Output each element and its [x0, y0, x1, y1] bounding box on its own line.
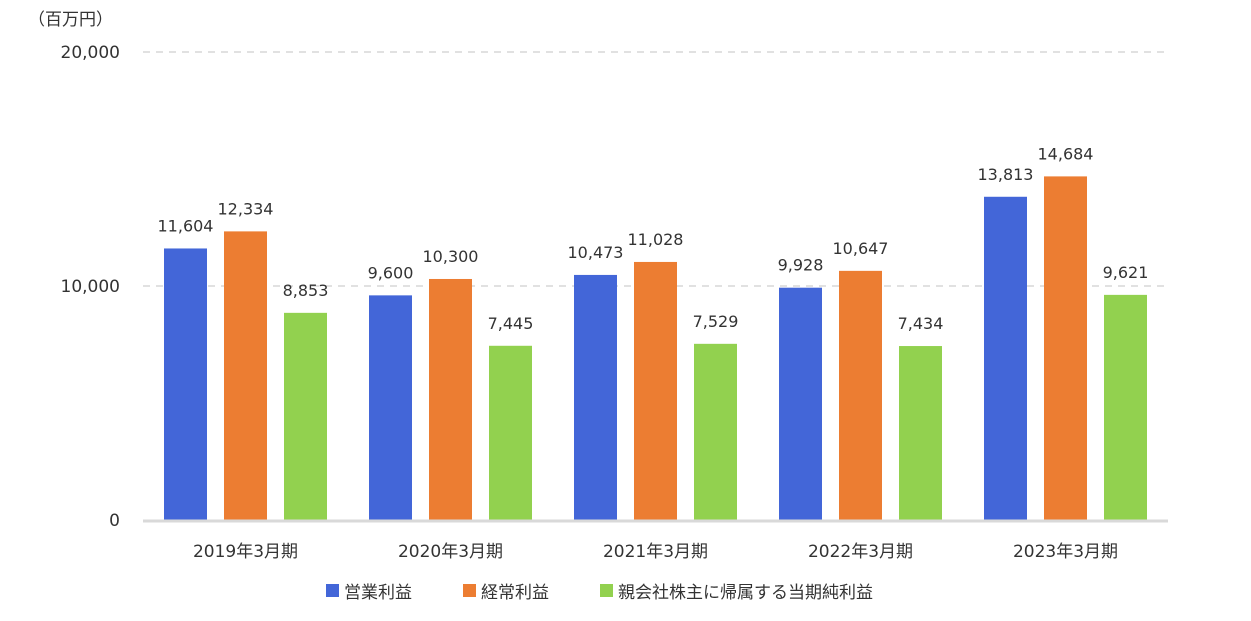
x-tick-label: 2022年3月期 — [808, 542, 913, 562]
bar — [489, 345, 532, 520]
x-tick-label: 2021年3月期 — [603, 542, 708, 562]
data-label-layer: 11,60412,3348,8539,60010,3007,44510,4731… — [158, 144, 1149, 333]
data-label: 10,300 — [423, 247, 479, 266]
data-label: 9,621 — [1103, 263, 1149, 282]
bar — [284, 312, 327, 520]
legend-swatch — [463, 584, 476, 597]
bar — [1104, 294, 1147, 520]
y-tick-label: 20,000 — [61, 43, 120, 63]
data-label: 11,028 — [628, 230, 684, 249]
data-label: 10,473 — [568, 243, 624, 262]
legend-swatch — [326, 584, 339, 597]
data-label: 10,647 — [833, 239, 889, 258]
legend-swatch — [600, 584, 613, 597]
bar — [369, 295, 412, 520]
data-label: 7,434 — [898, 314, 944, 333]
legend-label: 営業利益 — [344, 583, 412, 603]
bar — [634, 261, 677, 520]
data-label: 7,529 — [693, 312, 739, 331]
bar — [779, 287, 822, 520]
data-label: 9,600 — [368, 263, 414, 282]
data-label: 8,853 — [283, 281, 329, 300]
legend-label: 親会社株主に帰属する当期純利益 — [618, 583, 873, 603]
data-label: 7,445 — [488, 314, 534, 333]
bar — [839, 270, 882, 520]
bar — [224, 231, 267, 520]
data-label: 9,928 — [778, 256, 824, 275]
data-label: 12,334 — [218, 199, 274, 218]
bar — [694, 343, 737, 520]
x-tick-label: 2019年3月期 — [193, 542, 298, 562]
bar — [899, 346, 942, 520]
y-tick-label: 0 — [109, 511, 120, 531]
bar — [984, 196, 1027, 520]
data-label: 11,604 — [158, 216, 214, 235]
legend-label: 経常利益 — [481, 583, 549, 603]
bar-layer — [164, 176, 1147, 520]
x-tick-label: 2023年3月期 — [1013, 542, 1118, 562]
unit-label: （百万円） — [28, 10, 113, 30]
axis-layer: 0 10,000 20,000 2019年3月期 2020年3月期 2021年3月期 202… — [61, 43, 1168, 562]
x-tick-label: 2020年3月期 — [398, 542, 503, 562]
legend: 営業利益 経常利益 親会社株主に帰属する当期純利益 — [326, 583, 873, 603]
bar — [429, 278, 472, 520]
data-label: 13,813 — [978, 165, 1034, 184]
bar — [164, 248, 207, 520]
y-tick-label: 10,000 — [61, 277, 120, 297]
bar — [574, 274, 617, 520]
bar — [1044, 176, 1087, 520]
data-label: 14,684 — [1038, 144, 1094, 163]
